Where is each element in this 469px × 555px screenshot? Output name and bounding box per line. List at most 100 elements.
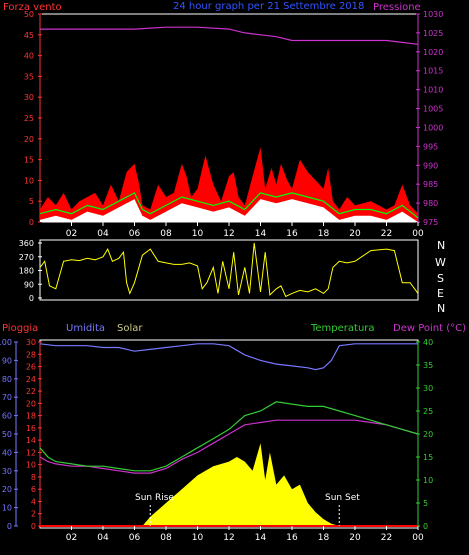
pressure-axis-label: Pressione bbox=[373, 2, 421, 13]
rain-y-tick-label: 14 bbox=[26, 436, 36, 445]
wind-y-tick-label: 30 bbox=[24, 93, 34, 102]
rain-y-tick-label: 28 bbox=[26, 350, 36, 359]
x-tick-label: 04 bbox=[97, 229, 109, 239]
pressure-y-tick-label: 1025 bbox=[423, 29, 443, 38]
pressure-y-tick-label: 1030 bbox=[423, 10, 443, 19]
rain-y-tick-label: 22 bbox=[26, 387, 36, 396]
pressure-y-tick-label: 1005 bbox=[423, 105, 443, 114]
x-tick-label: 02 bbox=[66, 229, 77, 239]
rain-y-tick-label: 8 bbox=[31, 473, 36, 482]
x-tick-label: 22 bbox=[381, 229, 392, 239]
humidity-y-tick-label: 90 bbox=[2, 356, 12, 365]
wind-y-tick-label: 20 bbox=[24, 135, 34, 144]
x-tick-label: 02 bbox=[66, 533, 77, 543]
temperature-y-tick-label: 35 bbox=[423, 361, 433, 370]
rain-y-tick-label: 0 bbox=[31, 522, 36, 531]
wind-y-tick-label: 25 bbox=[24, 114, 34, 123]
humidity-y-tick-label: 0 bbox=[7, 522, 12, 531]
pressure-y-tick-label: 975 bbox=[423, 218, 438, 227]
rain-y-tick-label: 30 bbox=[26, 338, 36, 347]
compass-n-top: N bbox=[437, 239, 445, 252]
dewpoint-axis-label: Dew Point (°C) bbox=[393, 323, 466, 334]
x-tick-label: 18 bbox=[318, 229, 330, 239]
pressure-y-tick-label: 980 bbox=[423, 199, 438, 208]
humidity-axis-label: Umidita bbox=[66, 323, 105, 334]
rain-y-tick-label: 16 bbox=[26, 424, 36, 433]
x-tick-label: 16 bbox=[286, 229, 298, 239]
temperature-line bbox=[39, 401, 419, 472]
pressure-y-tick-label: 1010 bbox=[423, 86, 443, 95]
direction-y-tick-label: 180 bbox=[19, 267, 34, 276]
compass-s: S bbox=[437, 272, 444, 285]
direction-y-tick-label: 270 bbox=[19, 253, 34, 262]
temperature-y-tick-label: 0 bbox=[423, 522, 428, 531]
rain-y-tick-label: 18 bbox=[26, 412, 36, 421]
humidity-y-tick-label: 20 bbox=[2, 485, 12, 494]
humidity-y-tick-label: 70 bbox=[2, 393, 12, 402]
pressure-y-tick-label: 990 bbox=[423, 161, 438, 170]
rain-y-tick-label: 24 bbox=[26, 375, 36, 384]
pressure-y-tick-label: 985 bbox=[423, 180, 438, 189]
wind-y-tick-label: 35 bbox=[24, 72, 34, 81]
direction-y-tick-label: 90 bbox=[24, 280, 34, 289]
wind-y-tick-label: 5 bbox=[29, 197, 34, 206]
x-tick-label: 20 bbox=[349, 533, 361, 543]
wind-average-line bbox=[39, 192, 419, 219]
humidity-y-tick-label: 10 bbox=[2, 504, 12, 513]
pressure-y-tick-label: 1015 bbox=[423, 67, 443, 76]
x-tick-label: 08 bbox=[160, 229, 172, 239]
solar-area bbox=[142, 443, 340, 526]
wind-direction-line bbox=[39, 242, 419, 298]
chart-title: 24 hour graph per 21 Settembre 2018 bbox=[173, 1, 364, 12]
x-tick-label: 06 bbox=[129, 533, 141, 543]
x-tick-label: 06 bbox=[129, 229, 141, 239]
x-tick-label: 22 bbox=[381, 533, 392, 543]
humidity-y-tick-label: 80 bbox=[2, 375, 12, 384]
x-tick-label: 00 bbox=[412, 533, 424, 543]
temperature-y-tick-label: 25 bbox=[423, 407, 433, 416]
sunset-label: Sun Set bbox=[325, 493, 360, 503]
humidity-y-tick-label: 60 bbox=[2, 412, 12, 421]
x-tick-label: 12 bbox=[223, 229, 234, 239]
temperature-y-tick-label: 40 bbox=[423, 338, 433, 347]
x-tick-label: 18 bbox=[318, 533, 330, 543]
x-tick-label: 10 bbox=[192, 229, 204, 239]
wind-y-tick-label: 10 bbox=[24, 176, 34, 185]
wind-y-tick-label: 45 bbox=[24, 31, 34, 40]
rain-y-tick-label: 10 bbox=[26, 461, 36, 470]
wind-low-area bbox=[40, 199, 418, 222]
x-tick-label: 14 bbox=[255, 229, 267, 239]
pressure-y-tick-label: 1020 bbox=[423, 48, 443, 57]
wind-y-tick-label: 50 bbox=[24, 10, 34, 19]
direction-y-tick-label: 0 bbox=[29, 294, 34, 303]
humidity-y-tick-label: 40 bbox=[2, 448, 12, 457]
rain-y-tick-label: 12 bbox=[26, 448, 36, 457]
wind-y-tick-label: 0 bbox=[29, 218, 34, 227]
humidity-y-tick-label: 30 bbox=[2, 467, 12, 476]
humidity-line bbox=[39, 343, 418, 371]
direction-y-tick-label: 360 bbox=[19, 239, 34, 248]
wind-y-tick-label: 15 bbox=[24, 156, 34, 165]
x-tick-label: 04 bbox=[97, 533, 109, 543]
temperature-y-tick-label: 30 bbox=[423, 384, 433, 393]
pressure-y-tick-label: 995 bbox=[423, 142, 438, 151]
pressure-line bbox=[40, 26, 419, 45]
x-tick-label: 10 bbox=[192, 533, 204, 543]
rain-y-tick-label: 4 bbox=[31, 497, 36, 506]
sunrise-label: Sun Rise bbox=[135, 493, 174, 503]
x-tick-label: 20 bbox=[349, 229, 361, 239]
humidity-y-tick-label: 50 bbox=[2, 430, 12, 439]
compass-w: W bbox=[435, 256, 446, 269]
wind-axis-label: Forza vento bbox=[3, 2, 62, 13]
x-tick-label: 00 bbox=[412, 229, 424, 239]
x-tick-label: 16 bbox=[286, 533, 298, 543]
temperature-y-tick-label: 5 bbox=[423, 499, 428, 508]
temperature-y-tick-label: 20 bbox=[423, 430, 433, 439]
rain-y-tick-label: 2 bbox=[31, 510, 36, 519]
compass-n-bottom: N bbox=[437, 302, 445, 315]
direction-panel-frame bbox=[39, 239, 419, 301]
temperature-y-tick-label: 10 bbox=[423, 476, 433, 485]
rain-axis-label: Pioggia bbox=[2, 323, 38, 334]
humidity-y-tick-label: 100 bbox=[0, 338, 12, 347]
